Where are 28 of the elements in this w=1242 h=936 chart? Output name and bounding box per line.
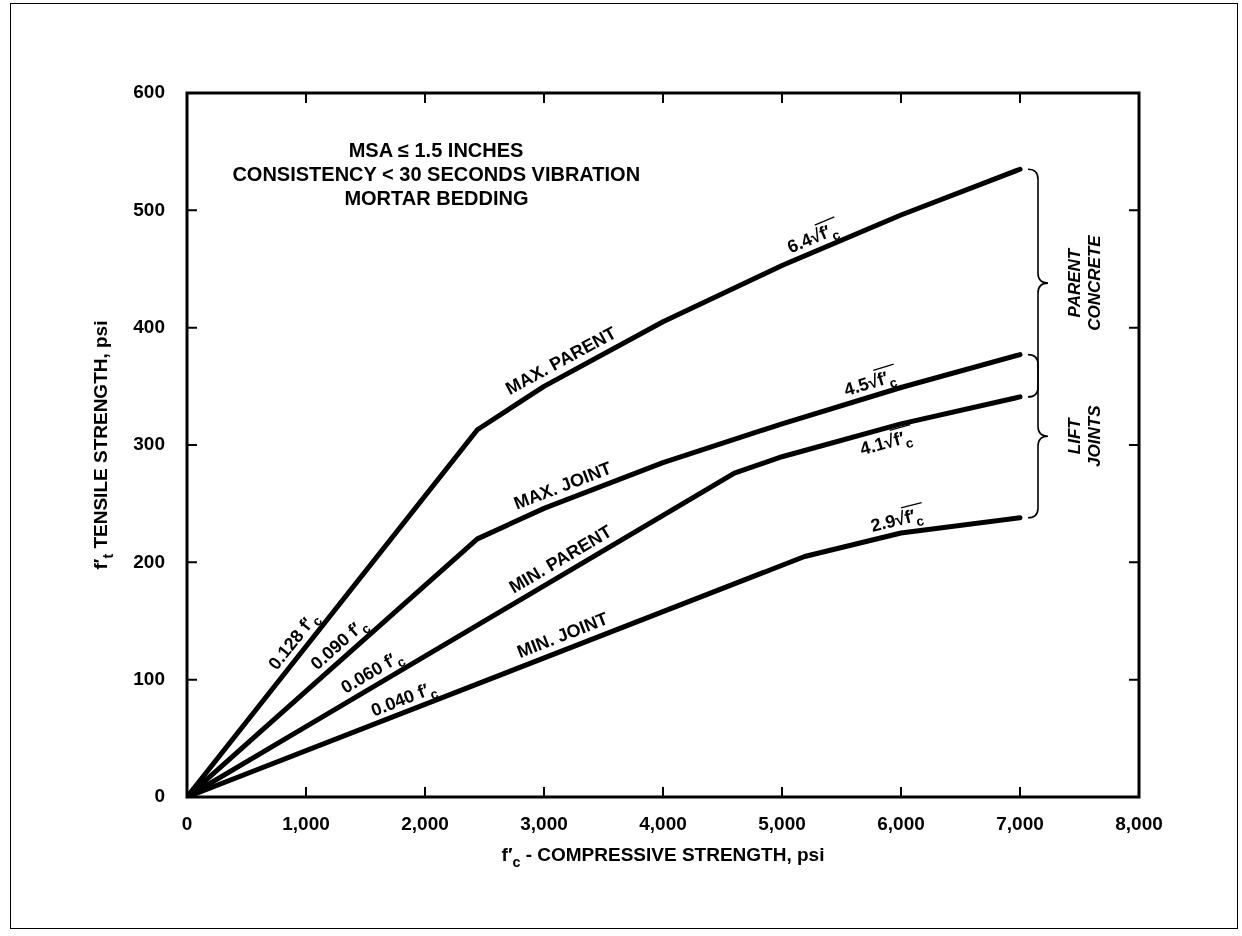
x-tick-label: 8,000 [1115,812,1163,834]
annotation: CONSISTENCY < 30 SECONDS VIBRATION [232,163,641,186]
annotation: 4.1√f′c [857,427,916,460]
annotation: MSA ≤ 1.5 INCHES [348,139,524,162]
annotation: 2.9√f′c [868,505,927,536]
y-tick-label: 200 [133,550,165,572]
text: MAX. JOINT [510,457,615,514]
y-tick-label: 600 [133,81,165,103]
x-tick-label: 0 [181,812,193,834]
x-tick-label: 5,000 [758,812,806,834]
x-tick-label: 6,000 [877,812,925,834]
annotation: PARENT CONCRETE [1065,234,1105,331]
y-tick-label: 500 [133,198,165,220]
x-tick-label: 4,000 [639,812,687,834]
y-axis-title: f′t TENSILE STRENGTH, psi [89,320,116,570]
annotation: 6.4√f′c [784,221,843,258]
x-tick-label: 7,000 [996,812,1044,834]
x-tick-label: 1,000 [282,812,330,834]
x-tick-label: 2,000 [401,812,449,834]
x-tick-label: 3,000 [520,812,568,834]
y-tick-label: 400 [133,315,165,337]
y-tick-label: 0 [154,785,165,807]
y-tick-label: 300 [133,433,165,455]
annotation: MORTAR BEDDING [344,187,529,210]
y-tick-label: 100 [133,667,165,689]
annotation: 4.5√f′c [841,367,900,401]
text: MIN. JOINT [514,608,611,662]
annotation: LIFT JOINTS [1065,404,1105,467]
